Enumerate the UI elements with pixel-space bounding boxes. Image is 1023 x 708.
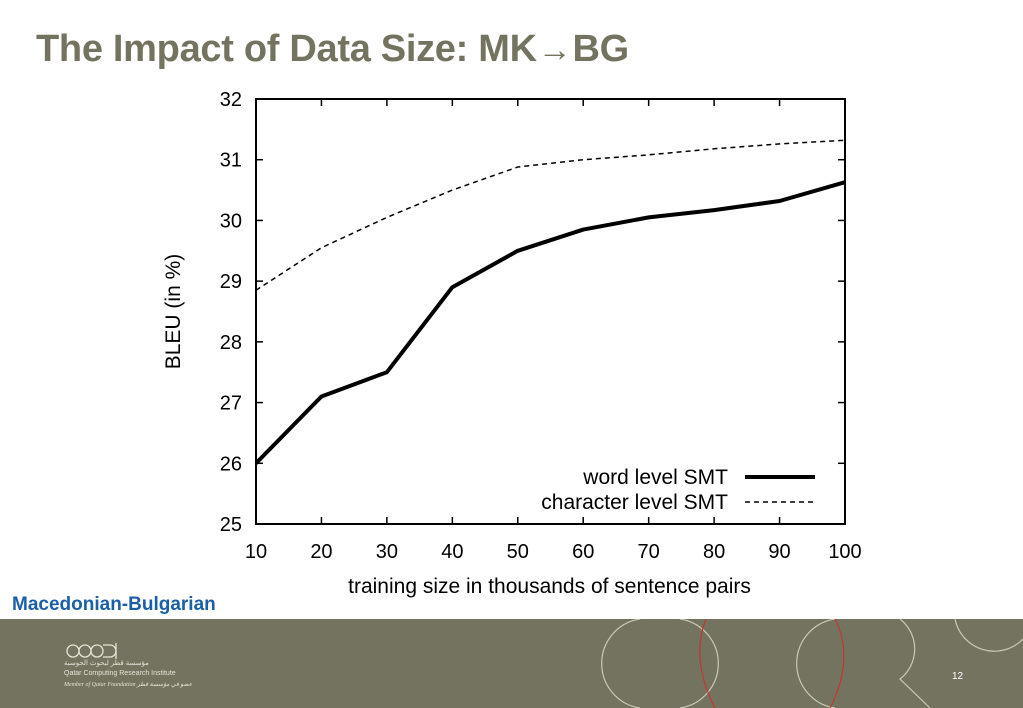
y-tick-label: 32 xyxy=(220,89,242,111)
x-tick-label: 80 xyxy=(703,541,725,563)
x-tick-label: 20 xyxy=(310,541,332,563)
x-tick-label: 30 xyxy=(376,541,398,563)
y-tick-label: 25 xyxy=(220,514,242,536)
series-line-1 xyxy=(255,139,846,291)
y-tick-label: 29 xyxy=(220,271,242,293)
x-tick-label: 100 xyxy=(828,541,861,563)
qcri-watermark-icon xyxy=(601,619,1023,708)
x-tick-label: 10 xyxy=(245,541,267,563)
legend-label: character level SMT xyxy=(541,491,728,514)
org-name: Qatar Computing Research Institute xyxy=(64,670,176,677)
org-member-text: Member of Qatar Foundation عضو في مؤسسة … xyxy=(64,682,193,688)
x-axis-label: training size in thousands of sentence p… xyxy=(348,575,751,598)
title-suffix: BG xyxy=(572,28,629,70)
y-tick-label: 28 xyxy=(220,332,242,354)
arrow-right-icon: → xyxy=(537,31,572,69)
slide-title: The Impact of Data Size: MK→BG xyxy=(36,28,629,71)
legend-label: word level SMT xyxy=(582,466,728,489)
y-tick-label: 30 xyxy=(220,210,242,232)
x-tick-label: 70 xyxy=(638,541,660,563)
qcri-logo-icon xyxy=(66,643,117,659)
page-number: 12 xyxy=(952,671,964,682)
y-axis-label: BLEU (in %) xyxy=(162,254,185,370)
series-line-0 xyxy=(254,180,846,465)
y-tick-label: 26 xyxy=(220,453,242,475)
footer-decoration xyxy=(66,619,1023,708)
footer-bar: 12 xyxy=(0,619,1023,708)
language-pair-label: Macedonian-Bulgarian xyxy=(12,594,216,615)
plot-frame xyxy=(255,98,846,525)
y-tick-label: 31 xyxy=(220,150,242,172)
org-name-arabic: مؤسسة قطر لبحوث الحوسبة xyxy=(64,660,149,667)
x-tick-label: 40 xyxy=(441,541,463,563)
x-tick-label: 50 xyxy=(507,541,529,563)
bleu-line-chart: 10 20 30 40 50 60 70 80 90 100 25 26 27 28 29 30 31 32 tra… xyxy=(162,89,862,598)
x-tick-label: 60 xyxy=(572,541,594,563)
y-tick-label: 27 xyxy=(220,393,242,415)
title-prefix: The Impact of Data Size: MK xyxy=(36,28,537,70)
x-tick-label: 90 xyxy=(768,541,790,563)
